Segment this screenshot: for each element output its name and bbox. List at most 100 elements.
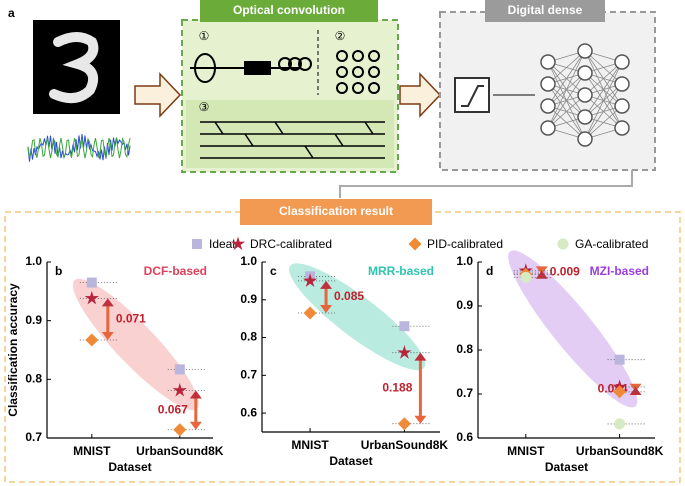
band bbox=[289, 263, 426, 371]
net-edge bbox=[584, 61, 623, 140]
diff-label: 0.085 bbox=[334, 289, 364, 303]
diff-label: 0.188 bbox=[382, 380, 412, 394]
arrow-head bbox=[189, 390, 202, 399]
net-edge bbox=[584, 61, 623, 118]
marker-square bbox=[192, 239, 202, 249]
x-tick-label: UrbanSound8K bbox=[576, 444, 664, 458]
net-node bbox=[577, 109, 593, 125]
x-tick-label: UrbanSound8K bbox=[361, 438, 449, 452]
digital-header bbox=[485, 0, 605, 22]
method-label: MRR-based bbox=[368, 264, 434, 278]
activation-curve bbox=[461, 85, 484, 107]
marker-star bbox=[230, 236, 246, 251]
connector bbox=[339, 170, 633, 198]
y-tick-label: 0.9 bbox=[456, 298, 473, 312]
neural-net bbox=[493, 43, 630, 147]
method-label: MZI-based bbox=[590, 264, 649, 278]
net-node bbox=[614, 120, 630, 136]
result-title: Classification result bbox=[279, 204, 393, 218]
panel-label: c bbox=[270, 264, 277, 278]
arrow-head bbox=[535, 270, 548, 279]
diff-label: 0.009 bbox=[550, 265, 580, 279]
arrow-head bbox=[320, 280, 333, 289]
panel-label: a bbox=[8, 6, 15, 20]
net-node bbox=[614, 76, 630, 92]
marker-square bbox=[614, 354, 625, 365]
net-node bbox=[614, 98, 630, 114]
y-tick-label: 0.9 bbox=[25, 313, 42, 327]
net-edge bbox=[547, 72, 586, 129]
y-tick-label: 0.9 bbox=[240, 292, 257, 306]
activation-icon bbox=[454, 77, 490, 113]
marker-star bbox=[84, 290, 99, 305]
waveform bbox=[27, 134, 131, 162]
step-label: ③ bbox=[199, 100, 210, 114]
arrow-head bbox=[629, 386, 642, 395]
arrow-head bbox=[101, 332, 114, 341]
optical-icons bbox=[190, 50, 385, 159]
arrow-head bbox=[414, 415, 427, 424]
x-tick-label: UrbanSound8K bbox=[136, 444, 224, 458]
marker-diamond bbox=[408, 237, 422, 251]
panel-label: d bbox=[486, 264, 493, 278]
digital-title: Digital dense bbox=[508, 3, 583, 17]
net-edge bbox=[584, 61, 623, 96]
x-tick-label: MNIST bbox=[507, 444, 545, 458]
band bbox=[508, 250, 638, 408]
marker-circle bbox=[557, 238, 569, 250]
x-axis-title: Dataset bbox=[329, 454, 372, 468]
arrow-head bbox=[414, 352, 427, 361]
net-edge bbox=[584, 105, 623, 140]
legend-label: DRC-calibrated bbox=[250, 237, 332, 251]
arrow-head bbox=[535, 266, 548, 275]
net-node bbox=[540, 54, 556, 70]
arrow-head bbox=[101, 298, 114, 307]
net-node bbox=[577, 87, 593, 103]
net-edge bbox=[547, 94, 586, 129]
result-header bbox=[240, 199, 432, 225]
x-axis-title: Dataset bbox=[545, 460, 588, 474]
marker-star bbox=[397, 345, 412, 359]
net-node bbox=[577, 131, 593, 147]
marker-square bbox=[399, 321, 410, 332]
y-tick-label: 0.7 bbox=[25, 430, 42, 444]
net-edge bbox=[547, 50, 586, 129]
y-tick-label: 1.0 bbox=[25, 254, 42, 268]
y-tick-label: 0.7 bbox=[456, 386, 473, 400]
legend-label: PID-calibrated bbox=[427, 237, 503, 251]
net-node bbox=[540, 120, 556, 136]
net-node bbox=[540, 98, 556, 114]
band bbox=[72, 278, 199, 411]
net-edge bbox=[584, 83, 623, 140]
marker-diamond bbox=[613, 385, 627, 399]
x-tick-label: MNIST bbox=[291, 438, 329, 452]
y-axis-title: Classification accuracy bbox=[6, 283, 20, 417]
marker-diamond bbox=[173, 423, 187, 437]
y-tick-label: 0.7 bbox=[240, 368, 257, 382]
marker-square bbox=[174, 364, 185, 375]
diff-label: 0.067 bbox=[158, 402, 188, 416]
wave-green bbox=[27, 136, 131, 159]
flow-arrow bbox=[399, 72, 442, 118]
net-edge bbox=[547, 50, 586, 85]
net-edge bbox=[547, 50, 586, 107]
y-tick-label: 1.0 bbox=[456, 254, 473, 268]
marker-star bbox=[172, 382, 187, 397]
marker-star bbox=[302, 273, 318, 287]
y-tick-label: 0.8 bbox=[25, 372, 42, 386]
optical-title: Optical convolution bbox=[233, 3, 345, 17]
step-label: ② bbox=[335, 29, 346, 43]
y-tick-label: 0.8 bbox=[456, 342, 473, 356]
marker-diamond bbox=[85, 333, 99, 347]
net-node bbox=[614, 54, 630, 70]
marker-circle bbox=[520, 271, 532, 283]
x-axis-title: Dataset bbox=[108, 460, 151, 474]
arrow-head bbox=[320, 305, 333, 313]
legend-label: Ideal bbox=[209, 237, 235, 251]
marker-square bbox=[86, 277, 97, 288]
flow-arrow bbox=[134, 72, 182, 118]
y-tick-label: 1.0 bbox=[240, 254, 257, 268]
y-tick-label: 0.8 bbox=[240, 330, 257, 344]
marker-diamond bbox=[303, 306, 317, 320]
